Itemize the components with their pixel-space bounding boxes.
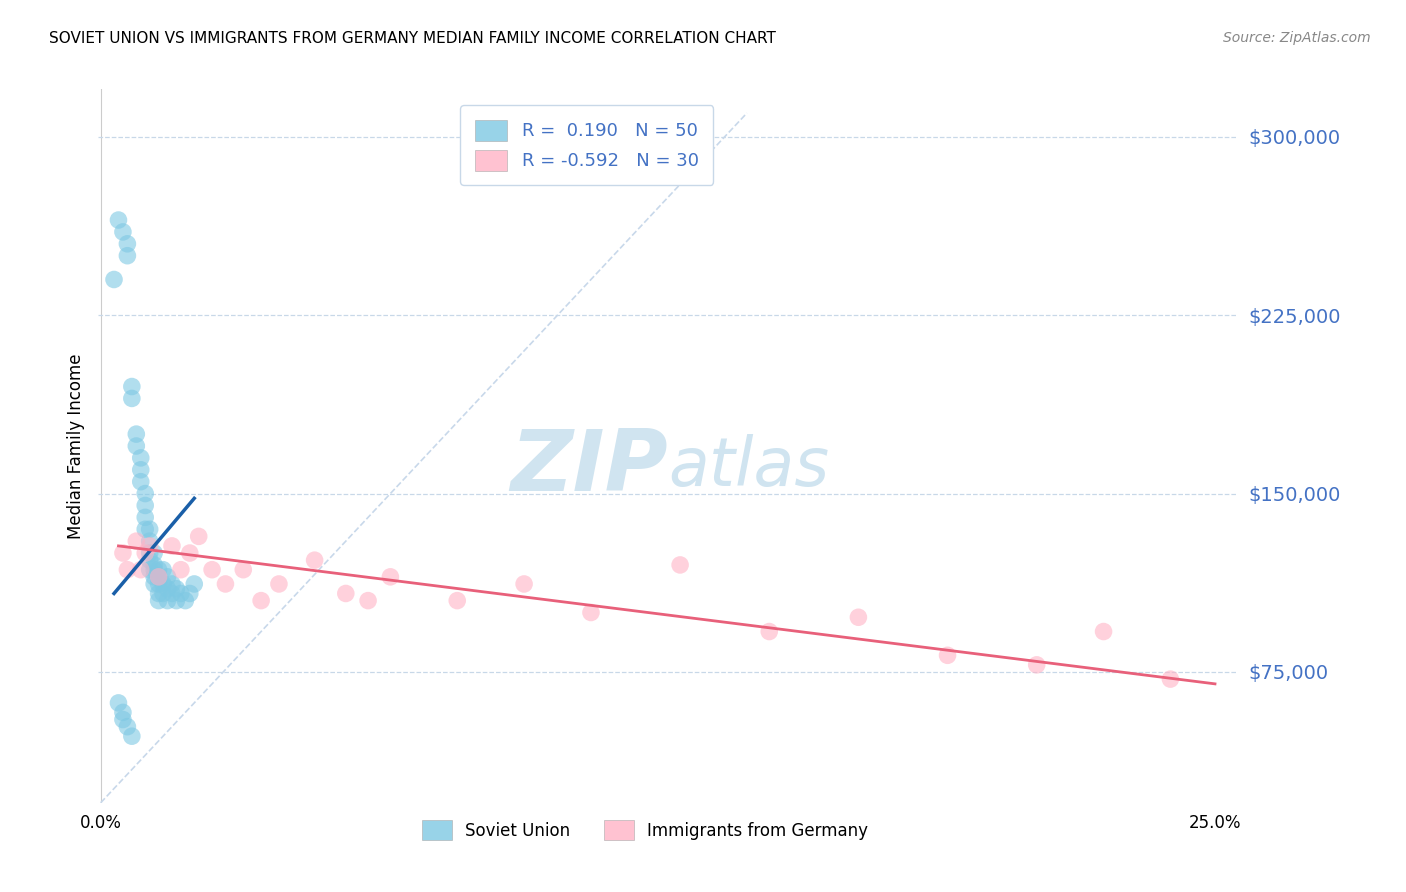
- Point: [138, 553, 160, 567]
- Point: [187, 529, 209, 543]
- Point: [125, 439, 148, 453]
- Point: [156, 593, 179, 607]
- Point: [179, 546, 201, 560]
- Point: [143, 570, 166, 584]
- Point: [148, 593, 170, 607]
- Point: [143, 577, 166, 591]
- Point: [267, 577, 290, 591]
- Text: ZIP: ZIP: [510, 425, 668, 509]
- Point: [758, 624, 780, 639]
- Point: [111, 546, 134, 560]
- Text: atlas: atlas: [668, 434, 830, 500]
- Point: [129, 450, 152, 465]
- Point: [1159, 672, 1181, 686]
- Point: [156, 570, 179, 584]
- Point: [160, 539, 183, 553]
- Point: [446, 593, 468, 607]
- Point: [214, 577, 236, 591]
- Point: [103, 272, 125, 286]
- Point: [669, 558, 692, 572]
- Point: [148, 570, 170, 584]
- Point: [117, 249, 139, 263]
- Point: [111, 706, 134, 720]
- Point: [143, 558, 166, 572]
- Point: [579, 606, 602, 620]
- Point: [134, 499, 156, 513]
- Point: [134, 546, 156, 560]
- Point: [232, 563, 254, 577]
- Point: [134, 486, 156, 500]
- Point: [1092, 624, 1115, 639]
- Point: [156, 582, 179, 596]
- Point: [148, 563, 170, 577]
- Point: [129, 563, 152, 577]
- Point: [357, 593, 380, 607]
- Legend: Soviet Union, Immigrants from Germany: Soviet Union, Immigrants from Germany: [413, 812, 876, 848]
- Point: [117, 720, 139, 734]
- Point: [121, 729, 143, 743]
- Point: [165, 593, 187, 607]
- Point: [201, 563, 224, 577]
- Point: [174, 593, 197, 607]
- Point: [160, 586, 183, 600]
- Point: [107, 213, 129, 227]
- Point: [250, 593, 273, 607]
- Point: [111, 225, 134, 239]
- Point: [170, 586, 193, 600]
- Point: [183, 577, 205, 591]
- Point: [304, 553, 326, 567]
- Point: [138, 534, 160, 549]
- Y-axis label: Median Family Income: Median Family Income: [66, 353, 84, 539]
- Point: [138, 539, 160, 553]
- Point: [335, 586, 357, 600]
- Point: [148, 586, 170, 600]
- Point: [125, 427, 148, 442]
- Point: [134, 522, 156, 536]
- Point: [936, 648, 959, 663]
- Point: [143, 563, 166, 577]
- Point: [1025, 657, 1047, 672]
- Point: [121, 392, 143, 406]
- Point: [138, 546, 160, 560]
- Point: [179, 586, 201, 600]
- Point: [160, 577, 183, 591]
- Point: [129, 463, 152, 477]
- Text: Source: ZipAtlas.com: Source: ZipAtlas.com: [1223, 31, 1371, 45]
- Point: [111, 713, 134, 727]
- Point: [125, 534, 148, 549]
- Point: [165, 582, 187, 596]
- Point: [848, 610, 870, 624]
- Point: [152, 563, 174, 577]
- Point: [513, 577, 536, 591]
- Point: [117, 563, 139, 577]
- Text: SOVIET UNION VS IMMIGRANTS FROM GERMANY MEDIAN FAMILY INCOME CORRELATION CHART: SOVIET UNION VS IMMIGRANTS FROM GERMANY …: [49, 31, 776, 46]
- Point: [152, 577, 174, 591]
- Point: [148, 570, 170, 584]
- Point: [107, 696, 129, 710]
- Point: [129, 475, 152, 489]
- Point: [134, 510, 156, 524]
- Point: [170, 563, 193, 577]
- Point: [148, 577, 170, 591]
- Point: [138, 522, 160, 536]
- Point: [121, 379, 143, 393]
- Point: [152, 586, 174, 600]
- Point: [143, 546, 166, 560]
- Point: [117, 236, 139, 251]
- Point: [380, 570, 402, 584]
- Point: [138, 563, 160, 577]
